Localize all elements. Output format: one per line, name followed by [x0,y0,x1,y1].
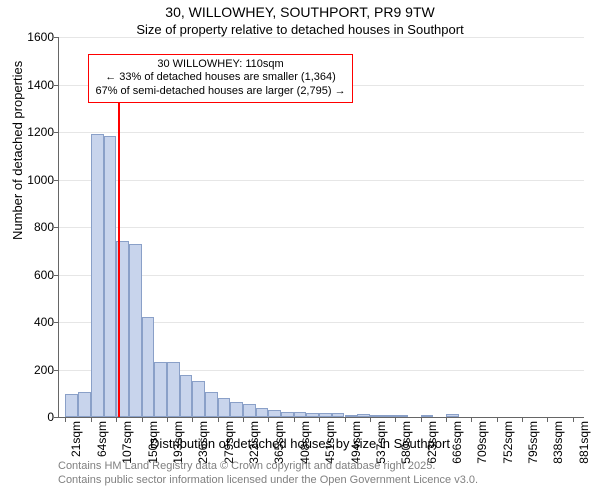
y-tick-label: 600 [14,268,54,282]
x-tick-mark [243,417,244,422]
histogram-bar [154,362,167,417]
y-tick-mark [54,132,59,133]
histogram-bar [142,317,155,417]
histogram-bar [205,392,218,417]
gridline [59,180,584,181]
x-tick-mark [167,417,168,422]
gridline [59,132,584,133]
y-tick-label: 800 [14,220,54,234]
x-tick-mark [370,417,371,422]
histogram-bar [129,244,142,417]
y-tick-mark [54,37,59,38]
credit-line-1: Contains HM Land Registry data © Crown c… [58,460,478,474]
histogram-bar [383,415,396,417]
y-tick-label: 0 [14,410,54,424]
histogram-bar [306,413,319,417]
property-marker-line [118,83,120,417]
annotation-line-3: 67% of semi-detached houses are larger (… [95,85,345,99]
y-tick-label: 1000 [14,173,54,187]
x-tick-mark [395,417,396,422]
x-tick-mark [116,417,117,422]
histogram-bar [243,404,256,417]
histogram-bar [332,413,345,417]
x-tick-mark [91,417,92,422]
y-tick-mark [54,180,59,181]
y-tick-mark [54,85,59,86]
x-axis-title: Distribution of detached houses by size … [0,436,600,451]
x-tick-mark [573,417,574,422]
y-tick-mark [54,370,59,371]
gridline [59,37,584,38]
annotation-line-2: ← 33% of detached houses are smaller (1,… [95,71,345,85]
chart-title-description: Size of property relative to detached ho… [0,22,600,37]
histogram-bar [421,415,434,417]
histogram-bar [395,415,408,417]
histogram-bar [370,415,383,417]
histogram-bar [218,398,231,417]
histogram-bar [319,413,332,417]
x-tick-mark [218,417,219,422]
credits-block: Contains HM Land Registry data © Crown c… [58,460,478,488]
histogram-bar [268,410,281,417]
x-tick-mark [294,417,295,422]
x-tick-mark [471,417,472,422]
plot-area: 0200400600800100012001400160021sqm64sqm1… [58,37,584,418]
x-tick-mark [547,417,548,422]
x-tick-mark [345,417,346,422]
x-tick-mark [421,417,422,422]
y-tick-mark [54,322,59,323]
histogram-bar [345,415,358,417]
chart-title-address: 30, WILLOWHEY, SOUTHPORT, PR9 9TW [0,4,600,20]
histogram-bar [357,414,370,417]
x-tick-mark [65,417,66,422]
annotation-line-1: 30 WILLOWHEY: 110sqm [95,58,345,72]
histogram-bar [446,414,459,417]
histogram-bar [192,381,205,417]
x-tick-mark [192,417,193,422]
y-tick-label: 400 [14,315,54,329]
y-tick-mark [54,227,59,228]
annotation-box: 30 WILLOWHEY: 110sqm← 33% of detached ho… [88,54,352,103]
histogram-bar [167,362,180,417]
histogram-bar [281,412,294,417]
histogram-bar [294,412,307,417]
histogram-bar [91,134,104,417]
y-tick-mark [54,275,59,276]
x-tick-mark [268,417,269,422]
histogram-bar [104,136,117,417]
histogram-bar [78,392,91,417]
histogram-bar [180,375,193,417]
y-tick-mark [54,417,59,418]
plot-wrapper: 0200400600800100012001400160021sqm64sqm1… [58,37,583,417]
histogram-bar [230,402,243,417]
x-tick-mark [522,417,523,422]
y-tick-label: 200 [14,363,54,377]
histogram-bar [256,408,269,418]
histogram-bar [65,394,78,417]
y-tick-label: 1600 [14,30,54,44]
gridline [59,227,584,228]
x-tick-mark [142,417,143,422]
x-tick-mark [319,417,320,422]
y-tick-label: 1400 [14,78,54,92]
y-tick-label: 1200 [14,125,54,139]
x-tick-mark [446,417,447,422]
x-tick-mark [497,417,498,422]
credit-line-2: Contains public sector information licen… [58,474,478,488]
